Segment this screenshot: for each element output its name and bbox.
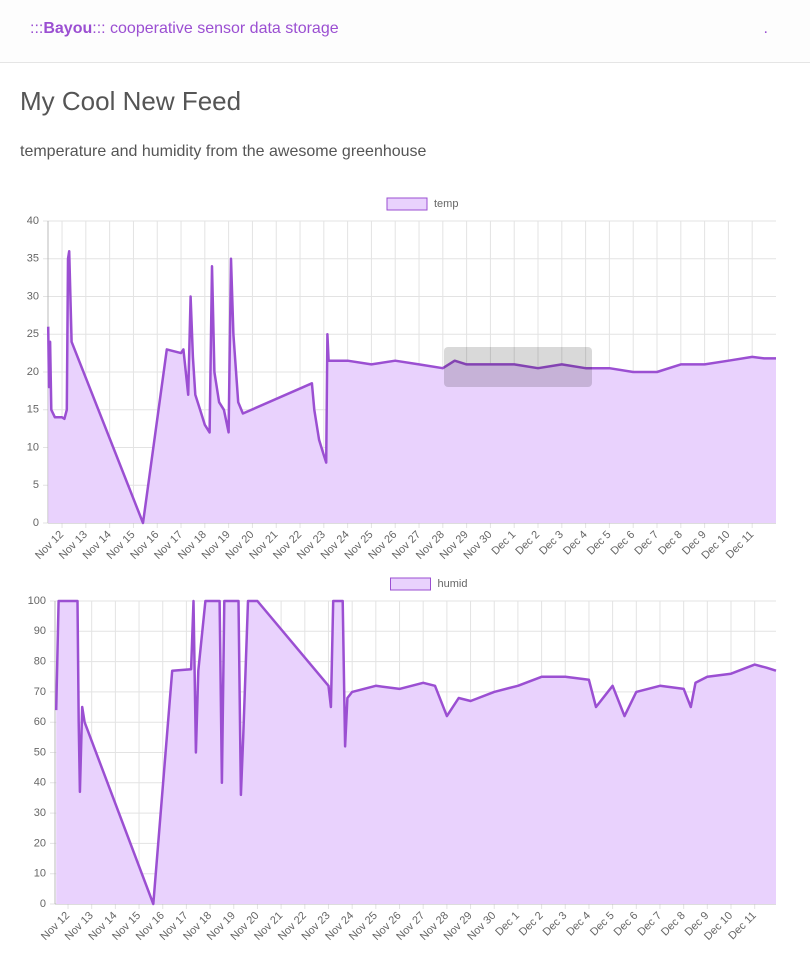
y-tick-label: 70 xyxy=(34,686,46,698)
y-tick-label: 10 xyxy=(27,441,39,453)
legend-swatch xyxy=(386,197,428,211)
x-tick-label: Dec 6 xyxy=(612,910,641,939)
x-tick-label: Dec 3 xyxy=(537,529,566,558)
y-tick-label: 0 xyxy=(40,898,46,910)
x-tick-label: Dec 8 xyxy=(656,529,685,558)
legend-swatch xyxy=(390,577,431,591)
y-tick-label: 30 xyxy=(34,807,46,819)
brand-prefix: ::: xyxy=(30,20,44,37)
y-tick-label: 5 xyxy=(33,479,39,491)
y-tick-label: 50 xyxy=(34,746,46,758)
series-line xyxy=(54,599,777,906)
x-tick-label: Dec 5 xyxy=(585,529,614,558)
feed-description: temperature and humidity from the awesom… xyxy=(20,143,427,160)
y-tick-label: 40 xyxy=(34,777,46,789)
x-tick-label: Dec 4 xyxy=(564,910,593,939)
y-tick-label: 30 xyxy=(27,290,39,302)
legend-label: humid xyxy=(438,578,468,590)
feed-title: My Cool New Feed xyxy=(20,86,242,116)
x-tick-label: Dec 1 xyxy=(490,529,519,558)
y-tick-label: 90 xyxy=(34,625,46,637)
nav-link[interactable]: . xyxy=(763,20,768,37)
brand-name: Bayou xyxy=(43,20,93,37)
x-tick-label: Dec 6 xyxy=(609,529,638,558)
x-tick-label: Dec 2 xyxy=(513,529,542,558)
y-tick-label: 80 xyxy=(34,656,46,668)
x-tick-label: Dec 4 xyxy=(561,529,590,558)
area-fill xyxy=(48,251,776,523)
y-tick-label: 100 xyxy=(28,595,46,607)
brand[interactable]: :::Bayou::: cooperative sensor data stor… xyxy=(30,20,339,38)
navbar: :::Bayou::: cooperative sensor data stor… xyxy=(0,0,810,63)
y-tick-label: 15 xyxy=(27,404,39,416)
legend-label: temp xyxy=(434,198,458,210)
x-tick-label: Dec 7 xyxy=(635,910,664,939)
y-tick-label: 10 xyxy=(34,868,46,880)
y-tick-label: 20 xyxy=(27,366,39,378)
x-tick-label: Dec 2 xyxy=(517,910,546,939)
x-tick-label: Dec 7 xyxy=(632,529,661,558)
area-fill xyxy=(56,601,776,904)
y-tick-label: 25 xyxy=(27,328,39,340)
y-tick-label: 35 xyxy=(27,253,39,265)
y-tick-label: 40 xyxy=(27,215,39,227)
series-line xyxy=(46,249,776,525)
x-tick-label: Dec 5 xyxy=(588,910,617,939)
x-tick-label: Dec 1 xyxy=(493,910,522,939)
y-tick-label: 60 xyxy=(34,716,46,728)
y-tick-label: 0 xyxy=(33,517,39,529)
hover-overlay xyxy=(444,347,592,387)
x-tick-label: Dec 3 xyxy=(541,910,570,939)
x-tick-label: Dec 8 xyxy=(659,910,688,939)
y-tick-label: 20 xyxy=(34,837,46,849)
brand-tagline: ::: cooperative sensor data storage xyxy=(92,20,339,37)
